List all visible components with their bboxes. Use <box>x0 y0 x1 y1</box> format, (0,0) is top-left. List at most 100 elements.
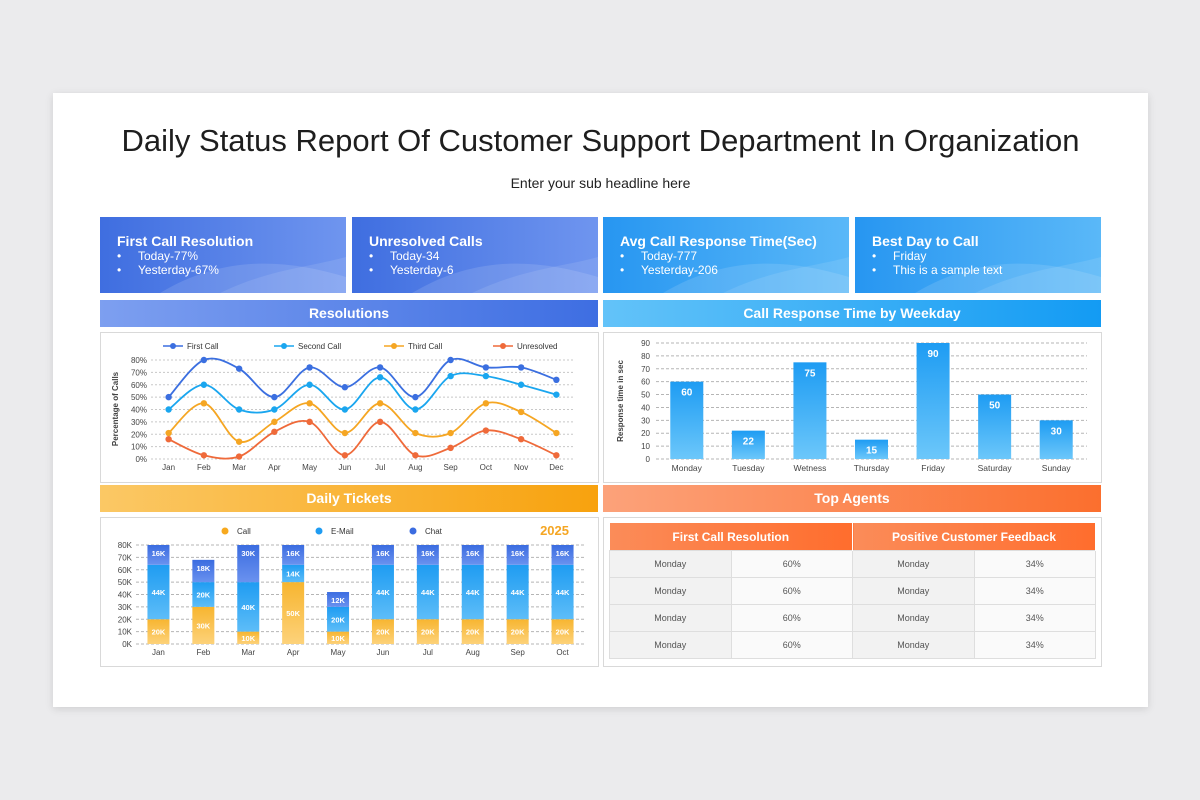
chart-year-label: 2025 <box>540 523 569 538</box>
data-point <box>412 452 419 459</box>
legend-label: First Call <box>187 342 219 351</box>
data-point <box>235 365 243 372</box>
x-tick-label: Oct <box>480 463 493 472</box>
bar <box>670 381 704 459</box>
data-point <box>376 418 384 426</box>
kpi-title: Unresolved Calls <box>369 233 483 249</box>
data-point <box>482 364 490 371</box>
legend-label: Third Call <box>408 342 442 351</box>
top-agents-table: First Call Resolution Positive Customer … <box>609 523 1096 659</box>
x-tick-label: Aug <box>466 648 480 657</box>
kpi-item: Yesterday-6 <box>369 263 454 277</box>
y-tick-label: 40% <box>131 406 147 415</box>
table-row: Monday 60% Monday 34% <box>609 577 1096 605</box>
table-cell: 60% <box>730 604 853 632</box>
segment-value-label: 44K <box>556 588 570 597</box>
y-tick-label: 50K <box>118 578 133 587</box>
table-cell: 60% <box>730 550 853 578</box>
kpi-wave-decoration <box>915 257 1101 293</box>
y-tick-label: 10 <box>641 442 650 451</box>
kpi-card-avg-response-time: Avg Call Response Time(Sec) Today-777 Ye… <box>603 217 849 293</box>
data-point <box>271 406 278 413</box>
segment-value-label: 10K <box>241 634 255 643</box>
segment-value-label: 16K <box>376 549 390 558</box>
x-tick-label: Wetness <box>793 463 826 473</box>
bar <box>855 439 888 459</box>
table-cell: 34% <box>973 604 1096 632</box>
legend-label: Unresolved <box>517 342 557 351</box>
stacked-bar-segment <box>551 619 574 644</box>
x-tick-label: Nov <box>514 463 528 472</box>
legend-dot <box>221 527 229 535</box>
table-cell: Monday <box>609 550 732 578</box>
segment-value-label: 20K <box>466 628 480 637</box>
kpi-item: Yesterday-67% <box>117 263 219 277</box>
legend-label: Call <box>237 527 251 536</box>
legend-dot <box>409 527 417 535</box>
segment-value-label: 16K <box>511 549 525 558</box>
stacked-bar-segment <box>327 631 350 644</box>
series-line <box>168 420 557 460</box>
bar <box>1039 420 1073 459</box>
segment-value-label: 44K <box>466 588 480 597</box>
table-cell: Monday <box>852 631 975 659</box>
stacked-bar-segment <box>147 564 170 620</box>
stacked-bar-segment <box>371 564 394 620</box>
stacked-bar-segment <box>237 582 260 632</box>
kpi-item: Friday <box>872 249 1002 263</box>
bar-value-label: 50 <box>989 401 1001 412</box>
stacked-bar-segment <box>371 545 394 565</box>
stacked-bar-segment <box>371 619 394 644</box>
table-cell: 60% <box>730 577 853 605</box>
stacked-bar-segment <box>147 545 170 565</box>
data-point <box>165 429 172 437</box>
y-tick-label: 60% <box>131 381 147 390</box>
y-tick-label: 10% <box>131 443 147 452</box>
segment-value-label: 16K <box>556 549 570 558</box>
y-tick-label: 80 <box>641 352 650 361</box>
data-point <box>306 364 313 371</box>
x-tick-label: Mar <box>232 463 246 472</box>
x-tick-label: Jul <box>375 463 385 472</box>
report-slide: Daily Status Report Of Customer Support … <box>53 93 1148 707</box>
kpi-card-best-day: Best Day to Call Friday This is a sample… <box>855 217 1101 293</box>
data-point <box>200 356 208 364</box>
x-tick-label: Sunday <box>1042 463 1072 473</box>
legend-marker-dot <box>391 343 397 349</box>
kpi-wave-decoration <box>412 257 598 293</box>
data-point <box>235 438 243 445</box>
x-tick-label: Sep <box>444 463 459 472</box>
data-point <box>306 400 313 407</box>
x-tick-label: Feb <box>196 648 210 657</box>
stacked-bar-segment <box>461 619 484 644</box>
data-point <box>165 436 172 443</box>
segment-value-label: 20K <box>511 628 525 637</box>
x-tick-label: Jun <box>376 648 389 657</box>
x-tick-label: Feb <box>197 463 211 472</box>
segment-value-label: 20K <box>421 628 435 637</box>
table-cell: Monday <box>609 604 732 632</box>
stacked-bar-segment <box>147 619 170 644</box>
kpi-list: Friday This is a sample text <box>872 249 1002 277</box>
y-tick-label: 40K <box>118 591 133 600</box>
bar-value-label: 15 <box>866 446 878 457</box>
data-point <box>482 427 490 434</box>
x-tick-label: Tuesday <box>732 463 765 473</box>
legend-marker-dot <box>281 343 287 349</box>
resolutions-panel: 0% 10% 20% 30% 40% 50% 60% 70% 80% Jan Feb Mar Apr Ma… <box>100 332 599 483</box>
section-header-top-agents: Top Agents <box>603 485 1101 512</box>
table-cell: Monday <box>609 577 732 605</box>
bar-value-label: 22 <box>743 437 755 448</box>
section-header-daily-tickets: Daily Tickets <box>100 485 598 512</box>
segment-value-label: 20K <box>331 615 345 624</box>
kpi-item: Today-34 <box>369 249 454 263</box>
segment-value-label: 40K <box>241 603 255 612</box>
data-point <box>412 429 419 437</box>
stacked-bar-segment <box>416 545 439 565</box>
y-tick-label: 40 <box>641 403 650 412</box>
stacked-bar-segment <box>237 545 260 583</box>
y-tick-label: 0K <box>122 640 132 649</box>
data-point <box>517 381 525 388</box>
y-tick-label: 50% <box>131 393 147 402</box>
y-tick-label: 60 <box>641 378 650 387</box>
